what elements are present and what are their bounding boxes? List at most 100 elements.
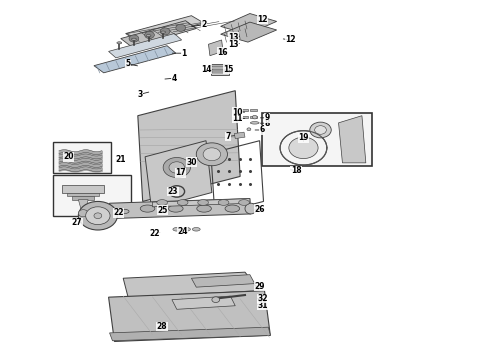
Text: 5: 5 [125, 59, 131, 68]
Ellipse shape [146, 35, 151, 37]
Ellipse shape [131, 38, 136, 40]
Polygon shape [94, 46, 176, 73]
Text: 26: 26 [254, 205, 265, 214]
Ellipse shape [225, 205, 240, 212]
Circle shape [203, 148, 220, 161]
Polygon shape [220, 22, 277, 42]
Circle shape [289, 137, 318, 158]
Text: 16: 16 [218, 48, 228, 57]
Text: 21: 21 [116, 156, 126, 165]
Text: 22: 22 [149, 229, 160, 238]
Polygon shape [121, 21, 196, 47]
Text: 13: 13 [228, 40, 239, 49]
Ellipse shape [183, 228, 191, 231]
Circle shape [169, 162, 185, 173]
Polygon shape [62, 185, 104, 193]
Bar [250, 109, 257, 111]
Text: 12: 12 [285, 36, 295, 45]
Text: 18: 18 [291, 166, 301, 175]
Bar [241, 116, 248, 118]
Bar [53, 175, 131, 216]
Bar [241, 109, 248, 111]
Text: 28: 28 [157, 322, 168, 331]
Text: 2: 2 [201, 20, 206, 29]
Text: 32: 32 [257, 294, 268, 303]
Ellipse shape [161, 31, 166, 33]
Polygon shape [339, 116, 366, 163]
Circle shape [145, 31, 154, 39]
Text: 22: 22 [113, 208, 123, 217]
Circle shape [212, 297, 220, 302]
Circle shape [94, 213, 102, 219]
Bar [53, 143, 111, 173]
Circle shape [86, 207, 110, 225]
Text: 15: 15 [223, 65, 234, 74]
Text: 9: 9 [264, 113, 270, 122]
Text: 31: 31 [257, 301, 268, 310]
Circle shape [196, 143, 227, 166]
Polygon shape [152, 199, 250, 207]
Ellipse shape [119, 209, 129, 213]
Ellipse shape [250, 122, 259, 124]
Polygon shape [208, 40, 223, 56]
Ellipse shape [157, 200, 168, 205]
Polygon shape [192, 275, 255, 287]
Ellipse shape [140, 205, 155, 212]
Polygon shape [234, 132, 245, 139]
Polygon shape [67, 193, 99, 196]
Circle shape [160, 28, 170, 35]
Text: 19: 19 [298, 133, 309, 142]
Circle shape [247, 128, 251, 131]
Text: 23: 23 [168, 187, 178, 196]
Text: 30: 30 [186, 158, 196, 167]
Text: 13: 13 [228, 33, 239, 42]
Ellipse shape [193, 228, 200, 231]
Bar [212, 71, 228, 73]
Polygon shape [145, 141, 212, 208]
Text: 11: 11 [232, 114, 243, 123]
Polygon shape [125, 16, 203, 41]
Ellipse shape [239, 200, 249, 205]
Ellipse shape [197, 205, 211, 212]
Bar [212, 66, 228, 67]
Text: 8: 8 [264, 119, 270, 128]
Ellipse shape [198, 200, 208, 205]
Circle shape [78, 210, 88, 217]
Polygon shape [172, 296, 235, 309]
Bar [212, 68, 228, 70]
Text: 10: 10 [232, 108, 243, 117]
Polygon shape [109, 33, 182, 58]
Circle shape [129, 35, 139, 42]
Ellipse shape [245, 203, 257, 214]
Text: 27: 27 [72, 219, 82, 228]
Polygon shape [138, 91, 240, 202]
Bar [211, 64, 229, 75]
Text: 29: 29 [254, 282, 265, 291]
Ellipse shape [218, 200, 229, 205]
Text: 4: 4 [172, 74, 177, 83]
Bar [250, 116, 257, 118]
Text: 25: 25 [157, 206, 168, 215]
Circle shape [163, 157, 191, 177]
Text: 20: 20 [63, 152, 74, 161]
Text: 3: 3 [138, 90, 143, 99]
Circle shape [315, 126, 326, 134]
Polygon shape [110, 327, 270, 341]
Circle shape [78, 202, 117, 230]
Polygon shape [123, 272, 260, 297]
Text: 7: 7 [225, 132, 231, 141]
Ellipse shape [169, 205, 183, 212]
Text: 6: 6 [259, 126, 265, 135]
Text: 14: 14 [201, 65, 211, 74]
Ellipse shape [173, 228, 181, 231]
Text: 12: 12 [257, 15, 268, 24]
Polygon shape [78, 200, 88, 212]
Polygon shape [220, 14, 277, 34]
Circle shape [310, 122, 331, 138]
Ellipse shape [117, 42, 122, 44]
Text: 24: 24 [177, 227, 188, 236]
Bar [262, 113, 372, 166]
Polygon shape [110, 199, 251, 219]
Circle shape [252, 115, 257, 119]
Ellipse shape [177, 200, 188, 205]
